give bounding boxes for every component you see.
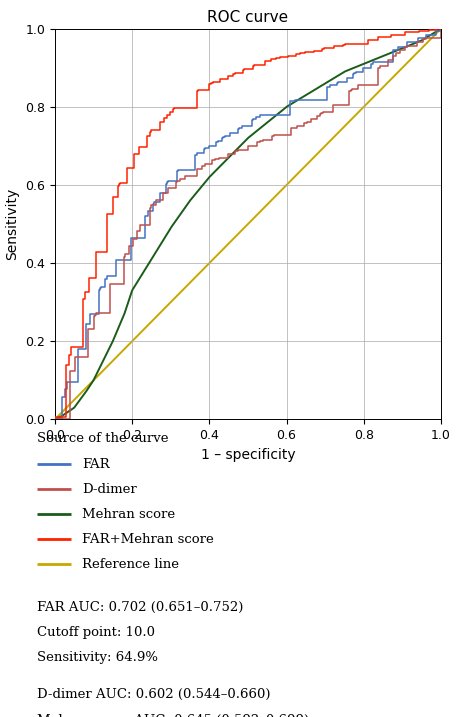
X-axis label: 1 – specificity: 1 – specificity (201, 447, 295, 462)
Y-axis label: Sensitivity: Sensitivity (5, 188, 20, 260)
Text: D-dimer: D-dimer (82, 483, 137, 495)
Text: FAR: FAR (82, 457, 110, 470)
Title: ROC curve: ROC curve (207, 10, 288, 24)
Text: Sensitivity: 64.9%: Sensitivity: 64.9% (37, 651, 158, 664)
Text: Cutoff point: 10.0: Cutoff point: 10.0 (37, 626, 154, 639)
Text: Source of the curve: Source of the curve (37, 432, 168, 445)
Text: Reference line: Reference line (82, 558, 179, 571)
Text: D-dimer AUC: 0.602 (0.544–0.660): D-dimer AUC: 0.602 (0.544–0.660) (37, 688, 270, 701)
Text: Mehran score AUC: 0.645 (0.592–0.699): Mehran score AUC: 0.645 (0.592–0.699) (37, 714, 308, 717)
Text: FAR+Mehran score: FAR+Mehran score (82, 533, 214, 546)
Text: FAR AUC: 0.702 (0.651–0.752): FAR AUC: 0.702 (0.651–0.752) (37, 601, 243, 614)
Text: Mehran score: Mehran score (82, 508, 175, 521)
